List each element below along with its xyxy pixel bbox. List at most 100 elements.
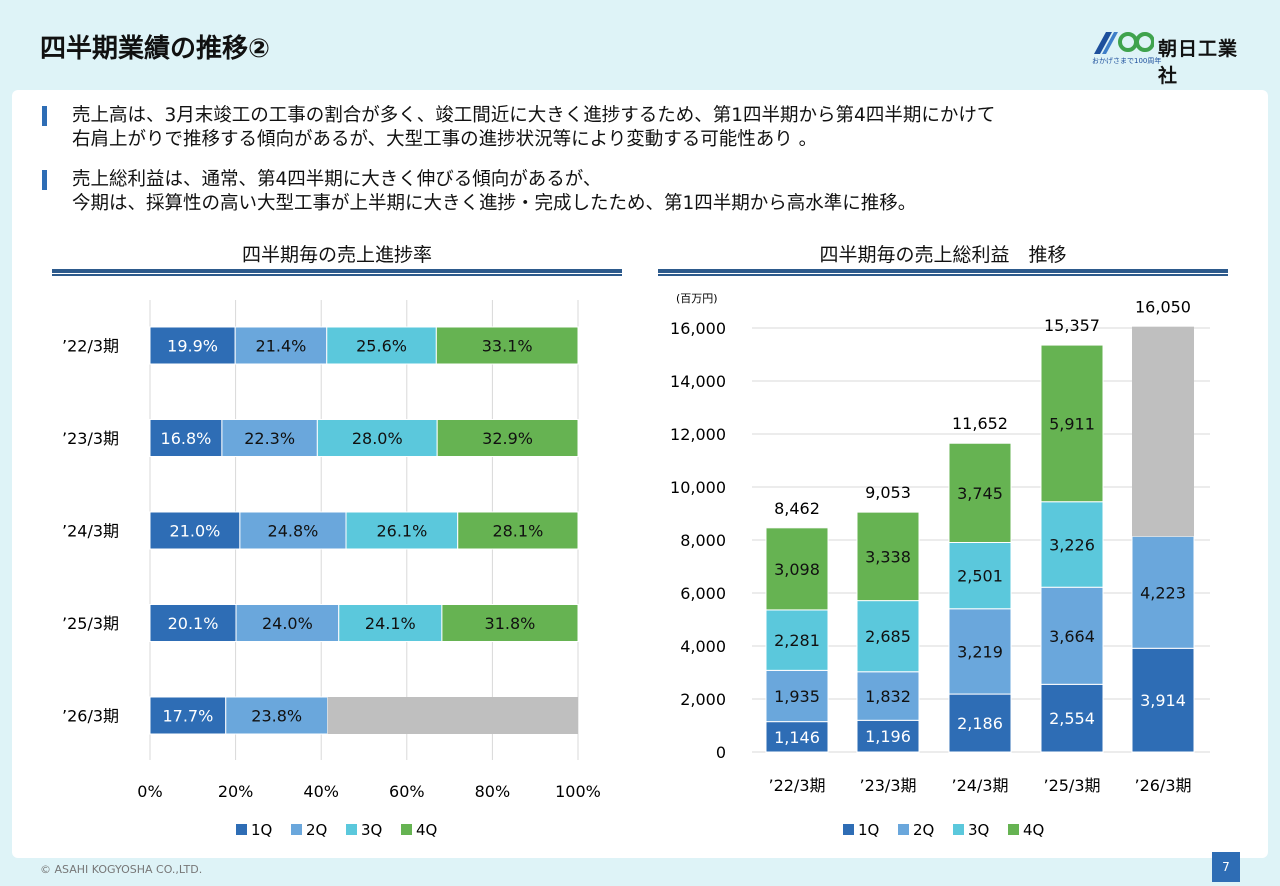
- x-tick-label: 80%: [475, 782, 511, 801]
- category-label: ’23/3期: [62, 429, 119, 448]
- legend-label: 2Q: [306, 821, 327, 839]
- bar-segment: [149, 696, 227, 735]
- total-label: 11,652: [952, 414, 1008, 433]
- data-label: 26.1%: [376, 522, 427, 541]
- left-chart-title: 四半期毎の売上進捗率: [241, 244, 432, 266]
- legend-label: 3Q: [361, 821, 382, 839]
- bullet-gross-profit: 売上総利益は、通常、第4四半期に大きく伸びる傾向があるが、 今期は、採算性の高い…: [42, 168, 1242, 216]
- bar-segment: [234, 326, 328, 365]
- bullet-text-line: 右肩上がりで推移する傾向があるが、大型工事の進捗状況等により変動する可能性あり …: [72, 129, 818, 150]
- data-label: 3,664: [1049, 627, 1095, 646]
- company-logo: おかげさまで100周年 朝日工業社: [1092, 30, 1242, 87]
- y-tick-label: 6,000: [680, 584, 726, 603]
- y-tick-label: 12,000: [670, 425, 726, 444]
- x-tick-label: 0%: [137, 782, 162, 801]
- data-label: 3,226: [1049, 535, 1095, 554]
- data-label: 3,745: [957, 484, 1003, 503]
- category-label: ’24/3期: [62, 522, 119, 541]
- bar-segment: [235, 604, 340, 642]
- data-label: 31.8%: [485, 614, 536, 633]
- y-tick-label: 8,000: [680, 531, 726, 550]
- data-label: 23.8%: [251, 707, 302, 726]
- x-tick-label: 60%: [389, 782, 425, 801]
- bar-segment: [948, 693, 1012, 753]
- bullet-text-line: 売上総利益は、通常、第4四半期に大きく伸びる傾向があるが、: [72, 169, 602, 190]
- title-underline: [52, 269, 622, 274]
- category-label: ’25/3期: [62, 614, 119, 633]
- legend-swatch: [291, 824, 302, 835]
- data-label: 33.1%: [482, 337, 533, 356]
- data-label: 19.9%: [167, 337, 218, 356]
- y-tick-label: 14,000: [670, 372, 726, 391]
- x-tick-label: 20%: [218, 782, 254, 801]
- category-label: ’23/3期: [859, 776, 916, 795]
- legend-label: 4Q: [1023, 821, 1044, 839]
- bar-segment: [948, 442, 1012, 543]
- data-label: 3,338: [865, 547, 911, 566]
- data-label: 17.7%: [162, 707, 213, 726]
- bar-segment: [1131, 647, 1195, 753]
- bullet-marker: [42, 170, 47, 190]
- bar-segment: [856, 511, 920, 602]
- data-label: 28.1%: [492, 522, 543, 541]
- bar-segment: [948, 541, 1012, 610]
- category-label: ’22/3期: [62, 337, 119, 356]
- bar-segment: [765, 609, 829, 671]
- data-label: 2,685: [865, 627, 911, 646]
- bar-segment: [856, 600, 920, 673]
- category-label: ’26/3期: [62, 707, 119, 726]
- category-label: ’22/3期: [768, 776, 825, 795]
- bar-segment: [436, 419, 579, 457]
- data-label: 2,281: [774, 631, 820, 650]
- bar-segment: [765, 527, 829, 611]
- legend-label: 1Q: [251, 821, 272, 839]
- bar-segment: [441, 604, 579, 642]
- data-label: 28.0%: [352, 429, 403, 448]
- category-label: ’26/3期: [1134, 776, 1191, 795]
- category-label: ’25/3期: [1043, 776, 1100, 795]
- legend-swatch: [401, 824, 412, 835]
- legend-swatch: [953, 824, 964, 835]
- legend-swatch: [346, 824, 357, 835]
- bar-segment: [149, 511, 241, 550]
- total-label: 9,053: [865, 483, 911, 502]
- legend-swatch: [1008, 824, 1019, 835]
- legend-label: 4Q: [416, 821, 437, 839]
- legend-label: 2Q: [913, 821, 934, 839]
- x-tick-label: 40%: [303, 782, 339, 801]
- title-underline: [658, 269, 1228, 274]
- legend-label: 1Q: [858, 821, 879, 839]
- bullet-text-line: 今期は、採算性の高い大型工事が上半期に大きく進捗・完成したため、第1四半期から高…: [72, 193, 917, 214]
- page-number: 7: [1212, 852, 1240, 882]
- legend-swatch: [898, 824, 909, 835]
- data-label: 22.3%: [244, 429, 295, 448]
- copyright: © ASAHI KOGYOSHA CO.,LTD.: [40, 863, 203, 876]
- bar-segment: [1040, 344, 1104, 503]
- data-label: 24.0%: [262, 614, 313, 633]
- data-label: 1,935: [774, 687, 820, 706]
- bar-segment: [345, 511, 459, 550]
- bar-segment: [1040, 501, 1104, 588]
- bar-segment: [856, 671, 920, 721]
- data-label: 3,219: [957, 642, 1003, 661]
- y-tick-label: 10,000: [670, 478, 726, 497]
- data-label: 5,911: [1049, 414, 1095, 433]
- category-label: ’24/3期: [951, 776, 1008, 795]
- x-tick-label: 100%: [555, 782, 601, 801]
- legend-label: 3Q: [968, 821, 989, 839]
- bar-segment: [316, 419, 438, 457]
- bar-remainder: [327, 697, 578, 734]
- bullet-marker: [42, 106, 47, 126]
- data-label: 24.1%: [365, 614, 416, 633]
- legend-swatch: [236, 824, 247, 835]
- logo-tagline: おかげさまで100周年: [1092, 57, 1162, 65]
- bar-segment: [149, 326, 236, 365]
- data-label: 4,223: [1140, 583, 1186, 602]
- y-tick-label: 16,000: [670, 319, 726, 338]
- company-name: 朝日工業社: [1158, 38, 1239, 87]
- data-label: 1,146: [774, 728, 820, 747]
- bar-segment: [948, 608, 1012, 695]
- bar-segment: [326, 326, 437, 365]
- data-label: 20.1%: [168, 614, 219, 633]
- bullet-sales: 売上高は、3月末竣工の工事の割合が多く、竣工間近に大きく進捗するため、第1四半期…: [42, 104, 1242, 152]
